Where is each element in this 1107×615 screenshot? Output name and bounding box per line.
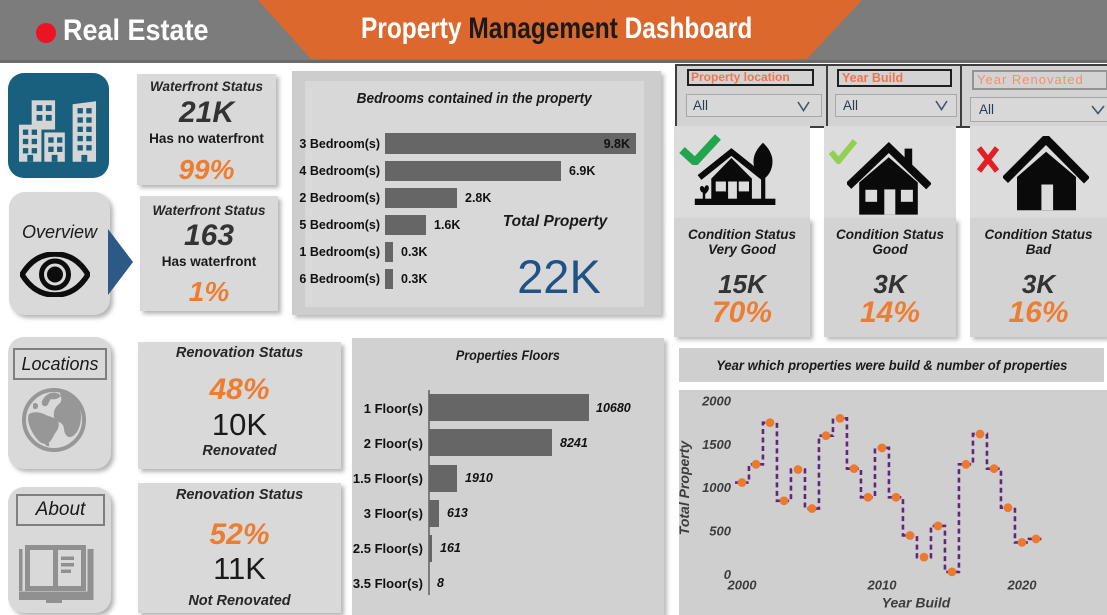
svg-text:2000: 2000 (727, 578, 758, 593)
svg-text:1000: 1000 (702, 480, 732, 495)
svg-text:2020: 2020 (1007, 578, 1038, 593)
svg-text:1500: 1500 (702, 437, 732, 452)
svg-text:500: 500 (709, 524, 731, 539)
svg-text:2010: 2010 (867, 578, 898, 593)
svg-text:Year Build: Year Build (882, 595, 951, 611)
svg-text:2000: 2000 (701, 394, 732, 409)
svg-text:Total Property: Total Property (679, 440, 692, 536)
svg-text:0: 0 (724, 567, 732, 582)
